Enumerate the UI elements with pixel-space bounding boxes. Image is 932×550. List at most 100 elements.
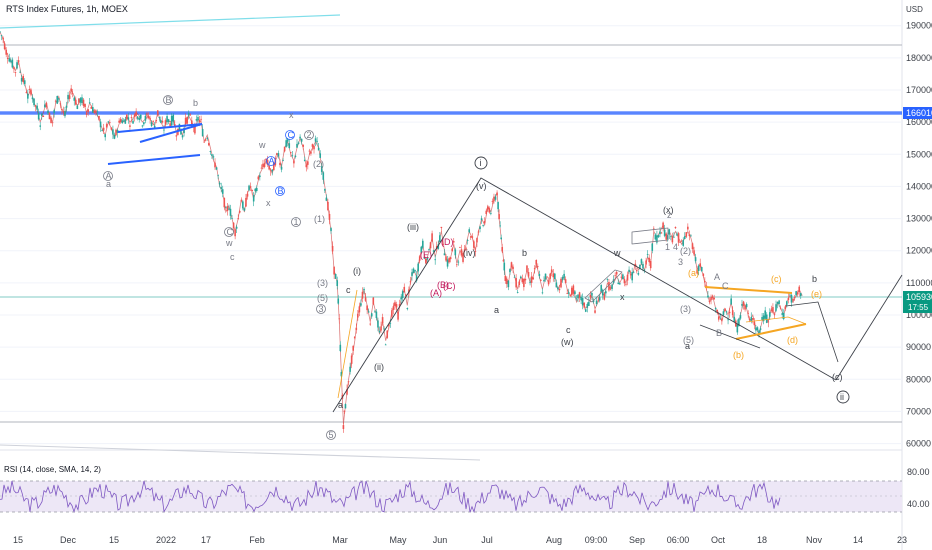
candle-body (28, 89, 31, 90)
candle-body (218, 182, 221, 185)
candle-body (27, 93, 29, 99)
candle-body (533, 268, 536, 270)
wave-zigzag-main[interactable] (332, 177, 837, 413)
candle-body (139, 114, 142, 119)
candle-body (36, 105, 38, 110)
candle-body (526, 265, 528, 272)
svg-text:C: C (288, 130, 295, 140)
candle-body (395, 304, 398, 308)
svg-text:b: b (193, 98, 198, 108)
svg-text:(1): (1) (314, 214, 325, 224)
candle-body (54, 100, 57, 102)
candle-body (181, 135, 184, 138)
triangle-upper-line[interactable] (704, 286, 793, 294)
candle-body (340, 372, 343, 377)
candle-body (696, 269, 698, 274)
svg-text:(5): (5) (317, 293, 328, 303)
candle-body (252, 195, 255, 202)
candle-body (194, 124, 196, 134)
candle-body (420, 246, 423, 253)
candle-body (738, 318, 740, 327)
candle-body (516, 292, 519, 293)
triangle-lower-line[interactable] (735, 323, 807, 340)
svg-text:c: c (230, 252, 235, 262)
trend-line-bottom[interactable] (0, 444, 481, 461)
x-tick-label: 06:00 (667, 535, 690, 545)
svg-text:(a): (a) (688, 268, 699, 278)
wave-projection-up[interactable] (835, 274, 903, 381)
candle-body (776, 302, 779, 304)
candle-body (488, 208, 491, 213)
candle-body (428, 249, 430, 250)
wave-orange-leg[interactable] (337, 289, 358, 399)
candle-body (361, 291, 364, 299)
candle-body (101, 129, 103, 131)
candle-body (555, 282, 558, 288)
candle-body (456, 264, 458, 266)
candle-body (259, 175, 261, 178)
candle-body (40, 113, 43, 116)
candle-body (330, 228, 332, 232)
x-tick-label: Dec (60, 535, 77, 545)
triangle-path[interactable] (745, 316, 807, 325)
candle-body (342, 425, 345, 429)
svg-text:(2): (2) (680, 246, 691, 256)
candle-body (14, 72, 17, 73)
candle-body (560, 278, 562, 288)
candle-body (477, 231, 480, 233)
level-price-tag[interactable] (903, 107, 932, 119)
candle-body (327, 201, 329, 211)
svg-text:ii: ii (840, 392, 844, 402)
last-price-tag[interactable] (903, 291, 932, 313)
candle-body (203, 141, 205, 143)
wave-drawings[interactable] (107, 123, 903, 413)
flag-pattern[interactable] (584, 269, 623, 303)
wave-line-small[interactable] (699, 324, 761, 349)
candle-body (649, 261, 652, 269)
candle-body (411, 272, 413, 276)
y-axis[interactable]: 60000 70000 80000 90000 100000 110000 120000 13… (906, 21, 932, 449)
candle-body (16, 62, 18, 69)
candle-body (34, 105, 37, 107)
wave-projection-down[interactable] (785, 301, 839, 363)
candle-body (434, 259, 436, 261)
candle-body (115, 129, 117, 135)
channel-lower-line[interactable] (107, 154, 201, 165)
candle-body (209, 151, 212, 152)
x-axis[interactable]: 15 Dec 15 2022 17 Feb Mar May Jun Jul Aug 09:00 Sep 0… (13, 535, 907, 545)
candle-body (98, 116, 100, 120)
candle-body (82, 99, 85, 106)
candle-body (535, 259, 538, 265)
candle-body (124, 119, 127, 124)
candle-body (303, 159, 306, 161)
candle-body (308, 150, 311, 152)
trend-line-top[interactable] (0, 14, 341, 29)
candle-body (155, 119, 158, 122)
candle-body (708, 300, 711, 302)
candle-body (331, 245, 334, 252)
svg-text:(b): (b) (733, 350, 744, 360)
rsi-line (0, 480, 781, 514)
candle-body (490, 213, 492, 214)
candle-body (711, 296, 714, 299)
candle-body (206, 138, 209, 140)
candle-body (793, 297, 796, 298)
candle-body (753, 321, 756, 326)
channel-mid-line[interactable] (139, 123, 203, 143)
candle-body (296, 143, 298, 148)
candle-body (119, 119, 122, 123)
candle-body (707, 295, 709, 298)
channel-upper-line[interactable] (117, 123, 203, 133)
candle-body (107, 121, 110, 123)
y-tick-label: 120000 (906, 246, 932, 256)
flag-pattern-2[interactable] (631, 227, 669, 245)
candle-body (282, 159, 284, 161)
candle-body (796, 292, 799, 295)
candle-body (87, 109, 89, 113)
candle-body (280, 166, 283, 170)
candle-body (515, 278, 517, 288)
candle-body (81, 97, 83, 104)
candle-body (523, 278, 525, 288)
candle-body (671, 236, 674, 243)
